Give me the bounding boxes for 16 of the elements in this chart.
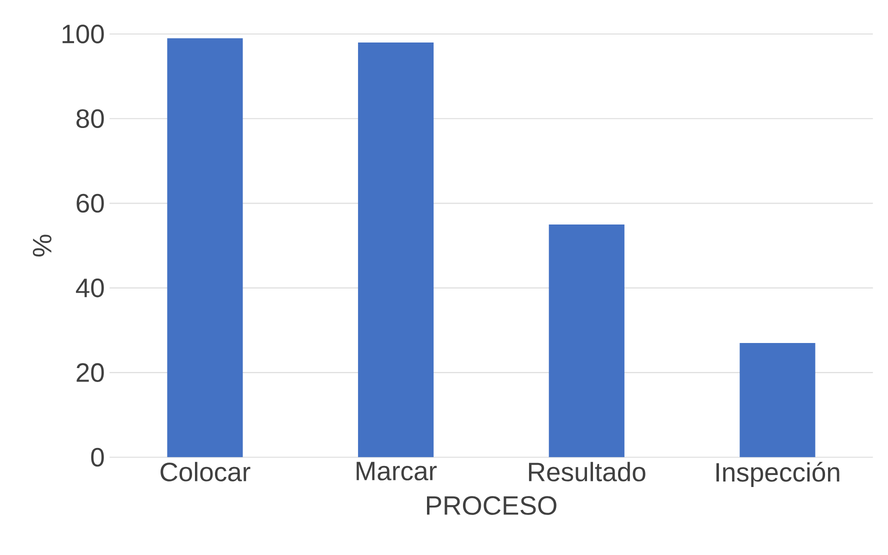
bar <box>548 224 624 457</box>
y-tick-label: 100 <box>62 24 104 44</box>
y-tick-label: 60 <box>76 194 104 212</box>
x-tick-label: Colocar <box>160 462 250 482</box>
x-tick-label: Marcar <box>356 462 437 480</box>
y-axis-title: % <box>32 234 52 256</box>
bar <box>358 42 434 457</box>
y-tick-label: 20 <box>76 362 104 382</box>
x-tick-label: Inspección <box>716 462 840 487</box>
y-tick-label: 40 <box>76 278 104 298</box>
y-tick-label: 0 <box>91 448 104 466</box>
bar <box>740 342 816 457</box>
y-tick-label: 80 <box>76 109 104 128</box>
x-axis-title: PROCESO <box>427 496 556 515</box>
x-tick-label: Resultado <box>529 462 646 482</box>
bar <box>167 38 243 457</box>
